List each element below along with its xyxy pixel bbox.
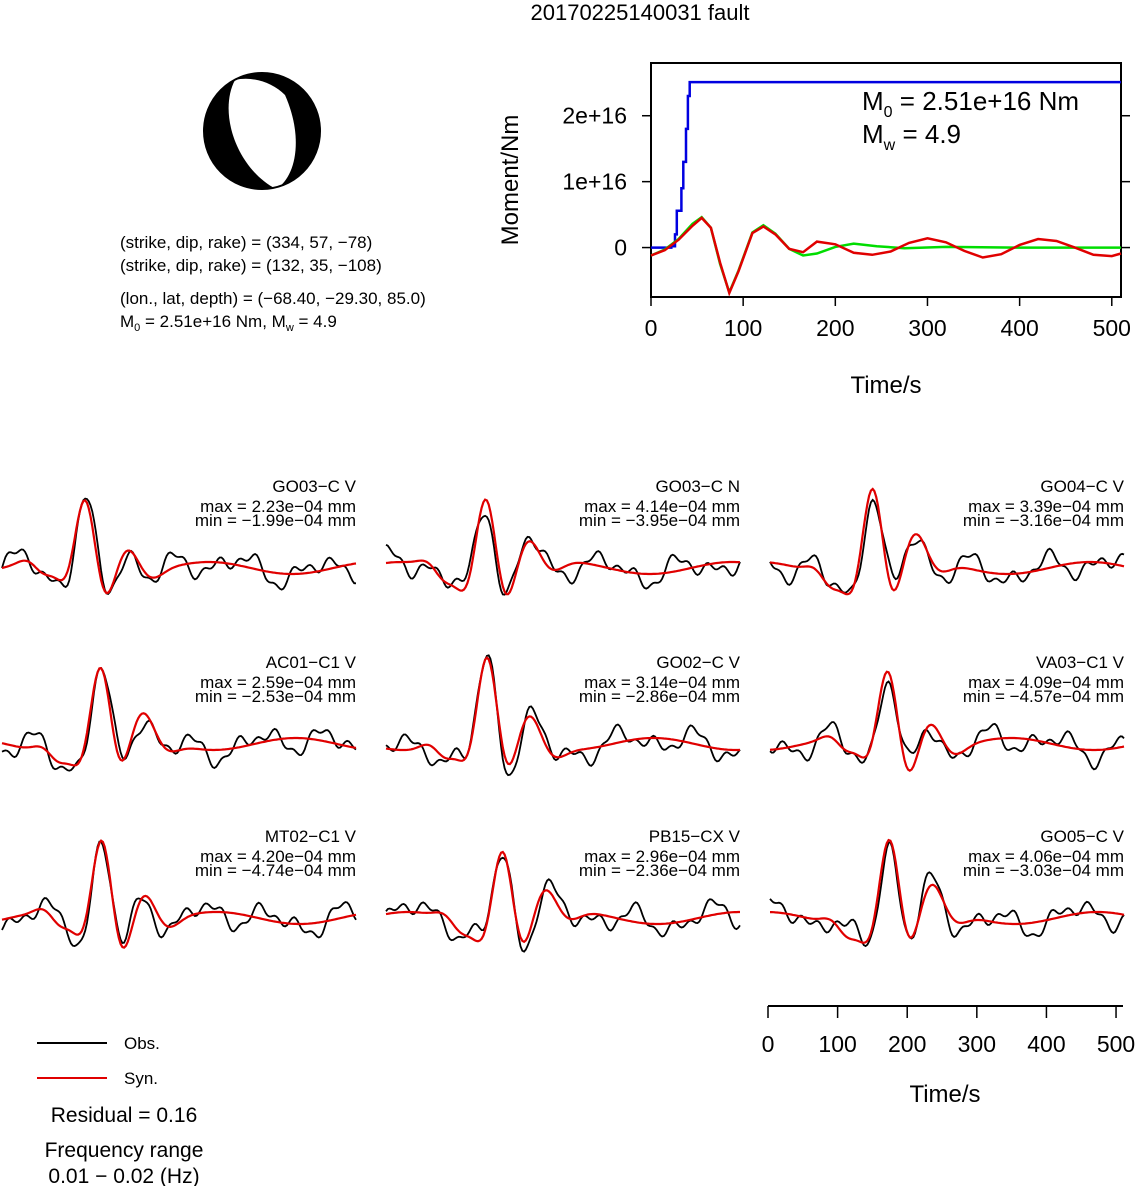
moment-xtick-label-0: 0 bbox=[645, 315, 658, 341]
min-amplitude: min = −2.53e−04 mm bbox=[195, 687, 356, 706]
min-amplitude: min = −4.74e−04 mm bbox=[195, 861, 356, 880]
observed-trace bbox=[385, 856, 741, 953]
moment-text: M0 = 2.51e+16 Nm, Mw = 4.9 bbox=[120, 312, 337, 334]
station-label: VA03−C1 V bbox=[1036, 653, 1125, 672]
time-tick-label-0: 0 bbox=[762, 1031, 775, 1057]
synthetic-trace bbox=[1, 667, 357, 767]
moment-xtick-label-5: 500 bbox=[1093, 315, 1131, 341]
moment-ylabel: Moment/Nm bbox=[497, 115, 524, 246]
observed-trace bbox=[1, 840, 357, 948]
station-label: AC01−C1 V bbox=[266, 653, 357, 672]
waveform-xlabel: Time/s bbox=[909, 1081, 980, 1108]
time-tick-label-2: 200 bbox=[888, 1031, 926, 1057]
moment-xtick-label-4: 400 bbox=[1000, 315, 1038, 341]
max-amplitude: max = 4.09e−04 mm bbox=[968, 673, 1124, 692]
min-amplitude: min = −2.86e−04 mm bbox=[579, 687, 740, 706]
focal-mechanism-beachball bbox=[203, 72, 321, 190]
max-amplitude: max = 3.14e−04 mm bbox=[584, 673, 740, 692]
synthetic-trace bbox=[769, 487, 1125, 596]
mw-annotation: Mw = 4.9 bbox=[862, 119, 961, 154]
observed-trace bbox=[1, 497, 357, 596]
moment-series-1 bbox=[650, 215, 1121, 296]
max-amplitude: max = 4.14e−04 mm bbox=[584, 497, 740, 516]
observed-trace bbox=[769, 841, 1125, 948]
min-amplitude: min = −3.16e−04 mm bbox=[963, 511, 1124, 530]
legend-syn-label: Syn. bbox=[124, 1069, 158, 1088]
min-amplitude: min = −2.36e−04 mm bbox=[579, 861, 740, 880]
max-amplitude: max = 3.39e−04 mm bbox=[968, 497, 1124, 516]
min-amplitude: min = −3.95e−04 mm bbox=[579, 511, 740, 530]
moment-ytick-label-0: 0 bbox=[614, 235, 627, 261]
legend-obs-label: Obs. bbox=[124, 1034, 160, 1053]
plane1-text: (strike, dip, rake) = (334, 57, −78) bbox=[120, 233, 372, 252]
max-amplitude: max = 2.23e−04 mm bbox=[200, 497, 356, 516]
min-amplitude: min = −4.57e−04 mm bbox=[963, 687, 1124, 706]
moment-xlabel: Time/s bbox=[850, 372, 921, 399]
moment-plot-frame bbox=[650, 62, 1122, 298]
legend: Obs. Syn. bbox=[37, 1034, 160, 1088]
plane2-text: (strike, dip, rake) = (132, 35, −108) bbox=[120, 256, 382, 275]
max-amplitude: max = 2.96e−04 mm bbox=[584, 847, 740, 866]
waveform-time-axis: 0 100 200 300 400 500 bbox=[762, 1005, 1135, 1057]
max-amplitude: max = 4.20e−04 mm bbox=[200, 847, 356, 866]
time-tick-label-5: 500 bbox=[1097, 1031, 1135, 1057]
synthetic-trace bbox=[1, 499, 357, 595]
max-amplitude: max = 4.06e−04 mm bbox=[968, 847, 1124, 866]
observed-trace bbox=[385, 514, 741, 596]
synthetic-trace bbox=[385, 656, 741, 766]
moment-ytick-label-1: 1e+16 bbox=[562, 169, 627, 195]
station-label: GO03−C V bbox=[272, 477, 356, 496]
moment-xtick-label-3: 300 bbox=[908, 315, 946, 341]
frequency-title: Frequency range bbox=[45, 1139, 204, 1162]
station-label: MT02−C1 V bbox=[265, 827, 357, 846]
synthetic-trace bbox=[769, 670, 1125, 773]
moment-series-2 bbox=[650, 216, 1122, 297]
residual-text: Residual = 0.16 bbox=[51, 1104, 198, 1127]
location-text: (lon., lat, depth) = (−68.40, −29.30, 85… bbox=[120, 289, 426, 308]
synthetic-trace bbox=[385, 850, 740, 944]
station-label: GO03−C N bbox=[655, 477, 740, 496]
max-amplitude: max = 2.59e−04 mm bbox=[200, 673, 356, 692]
figure-title: 20170225140031 fault bbox=[531, 0, 750, 25]
moment-xtick-label-2: 200 bbox=[816, 315, 854, 341]
moment-ytick-label-2: 2e+16 bbox=[562, 103, 627, 129]
time-tick-label-1: 100 bbox=[818, 1031, 856, 1057]
time-tick-label-4: 400 bbox=[1027, 1031, 1065, 1057]
synthetic-trace bbox=[385, 498, 741, 596]
min-amplitude: min = −1.99e−04 mm bbox=[195, 511, 356, 530]
time-tick-label-3: 300 bbox=[958, 1031, 996, 1057]
min-amplitude: min = −3.03e−04 mm bbox=[963, 861, 1124, 880]
frequency-range: 0.01 − 0.02 (Hz) bbox=[48, 1165, 199, 1186]
station-label: GO05−C V bbox=[1040, 827, 1124, 846]
synthetic-trace bbox=[1, 839, 357, 949]
moment-xtick-label-1: 100 bbox=[724, 315, 762, 341]
m0-annotation: M0 = 2.51e+16 Nm bbox=[862, 86, 1079, 121]
station-label: GO02−C V bbox=[656, 653, 740, 672]
synthetic-trace bbox=[770, 838, 1125, 944]
observed-trace bbox=[385, 654, 741, 777]
station-label: PB15−CX V bbox=[649, 827, 741, 846]
station-label: GO04−C V bbox=[1040, 477, 1124, 496]
observed-trace bbox=[769, 680, 1125, 771]
moment-rate-chart: 0 100 200 300 400 500 0 1e+16 2e+16 Time/s Mome… bbox=[497, 62, 1131, 399]
